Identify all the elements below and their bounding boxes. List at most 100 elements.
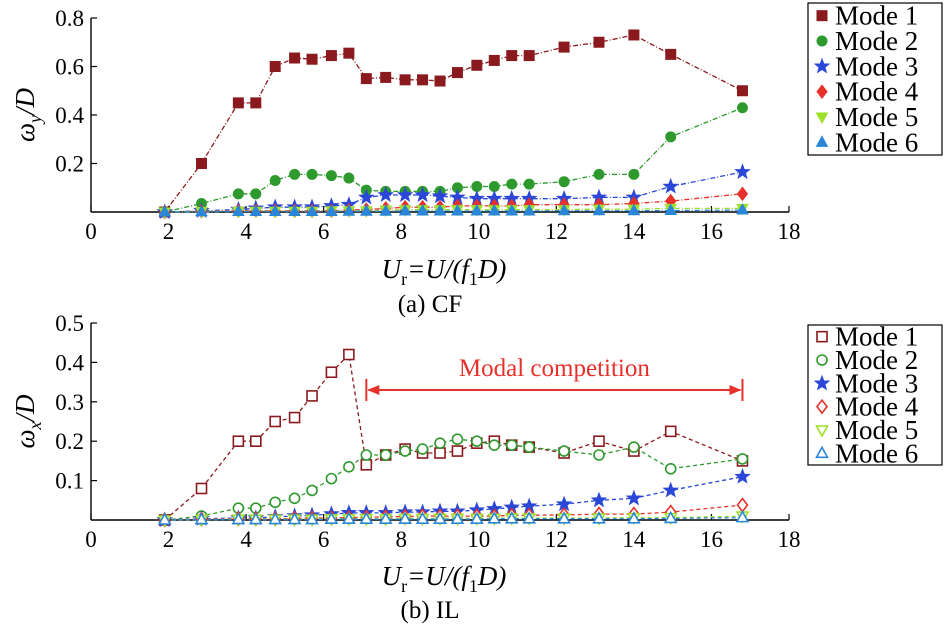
data-point-mode-6 (305, 511, 319, 525)
data-point-mode-3 (358, 188, 375, 205)
x-tick-label: 16 (700, 219, 723, 244)
legend-marker-mode-1 (816, 330, 828, 343)
data-point-mode-6 (735, 509, 750, 523)
data-point-mode-2 (471, 181, 483, 193)
data-point-mode-6 (194, 511, 209, 525)
data-point-mode-1 (434, 447, 446, 459)
data-point-mode-6 (305, 204, 319, 217)
data-point-mode-2 (593, 168, 605, 180)
y-tick-label: 0.4 (55, 103, 84, 128)
data-point-mode-6 (359, 204, 373, 216)
data-point-mode-1 (665, 48, 677, 60)
data-point-mode-1 (343, 348, 355, 361)
x-tick-label: 8 (395, 219, 407, 244)
y-tick-label: 0.2 (55, 429, 84, 454)
data-point-mode-2 (343, 461, 355, 473)
data-point-mode-2 (416, 443, 429, 455)
data-point-mode-3 (377, 186, 394, 203)
data-point-mode-1 (306, 390, 318, 402)
data-point-mode-2 (558, 445, 570, 457)
data-point-mode-1 (380, 71, 392, 83)
x-tick-label: 4 (240, 219, 252, 244)
data-point-mode-1 (269, 415, 281, 428)
data-point-mode-4 (736, 497, 749, 513)
x-tick-label: 2 (163, 527, 175, 552)
data-point-mode-3 (590, 491, 608, 508)
data-point-mode-2 (325, 170, 337, 182)
legend-marker-mode-4 (816, 84, 828, 99)
data-point-mode-6 (433, 511, 447, 525)
data-point-mode-1 (628, 29, 640, 41)
y-tick-label: 0.4 (55, 350, 84, 375)
data-point-mode-6 (487, 203, 501, 216)
y-axis-label: ωx/D (10, 394, 45, 449)
data-point-mode-1 (523, 50, 535, 62)
x-axis-label: Ur=U/(f1D) (382, 561, 507, 596)
data-point-mode-2 (506, 178, 518, 190)
data-point-mode-1 (269, 61, 281, 72)
data-point-mode-6 (592, 203, 606, 216)
data-point-mode-2 (471, 435, 483, 448)
data-point-mode-2 (628, 441, 640, 453)
data-point-mode-6 (557, 511, 571, 524)
data-point-mode-2 (593, 449, 605, 461)
legend-label: Mode 1 (835, 1, 918, 31)
data-point-mode-1 (360, 459, 373, 471)
data-point-mode-2 (488, 439, 501, 451)
x-tick-label: 14 (622, 219, 646, 244)
x-tick-label: 14 (622, 527, 646, 552)
data-point-mode-1 (306, 53, 318, 65)
data-point-mode-1 (417, 74, 429, 86)
legend-marker-mode-2 (816, 35, 828, 47)
data-point-mode-1 (506, 50, 518, 62)
data-point-mode-1 (325, 366, 338, 379)
data-point-mode-2 (523, 178, 535, 190)
data-point-mode-6 (157, 512, 172, 525)
data-point-mode-6 (342, 511, 356, 525)
data-point-mode-3 (734, 163, 751, 180)
data-point-mode-1 (325, 50, 337, 62)
data-point-mode-6 (325, 204, 338, 217)
data-point-mode-3 (734, 467, 751, 484)
data-point-mode-2 (306, 168, 318, 180)
data-point-mode-1 (288, 411, 301, 424)
data-point-mode-1 (250, 97, 262, 109)
data-point-mode-3 (662, 177, 679, 194)
data-point-mode-3 (396, 186, 414, 203)
data-point-mode-2 (451, 433, 464, 446)
data-point-mode-6 (469, 511, 484, 525)
data-point-mode-2 (434, 437, 446, 449)
data-point-mode-3 (414, 186, 431, 203)
data-point-mode-2 (736, 453, 749, 465)
data-point-mode-2 (269, 496, 281, 509)
legend-label: Mode 2 (835, 26, 918, 56)
data-point-mode-3 (662, 481, 679, 498)
data-point-mode-6 (158, 204, 172, 217)
y-axis-label: ωy/D (10, 87, 45, 142)
data-point-mode-1 (196, 158, 208, 169)
data-point-mode-6 (195, 204, 208, 217)
data-point-mode-6 (664, 203, 678, 216)
data-point-mode-6 (522, 203, 536, 216)
data-point-mode-3 (625, 489, 643, 506)
legend-marker-mode-2 (816, 354, 828, 366)
annotation-label: Modal competition (459, 355, 650, 382)
data-point-mode-1 (488, 54, 500, 66)
legend-marker-mode-6 (815, 135, 829, 147)
data-point-mode-6 (379, 204, 393, 216)
x-tick-label: 6 (318, 527, 330, 552)
legend-label: Mode 2 (835, 345, 918, 375)
data-point-mode-2 (505, 439, 518, 451)
data-point-mode-2 (379, 449, 392, 461)
data-point-mode-6 (505, 203, 519, 216)
data-point-mode-1 (343, 47, 355, 59)
legend-label: Mode 6 (835, 438, 918, 468)
y-tick-label: 0.5 (55, 311, 84, 336)
legend-box (807, 2, 943, 156)
data-point-mode-2 (288, 492, 301, 505)
data-point-mode-6 (248, 511, 263, 525)
data-point-mode-6 (504, 511, 519, 524)
x-tick-label: 0 (85, 219, 97, 244)
data-point-mode-6 (268, 511, 283, 525)
